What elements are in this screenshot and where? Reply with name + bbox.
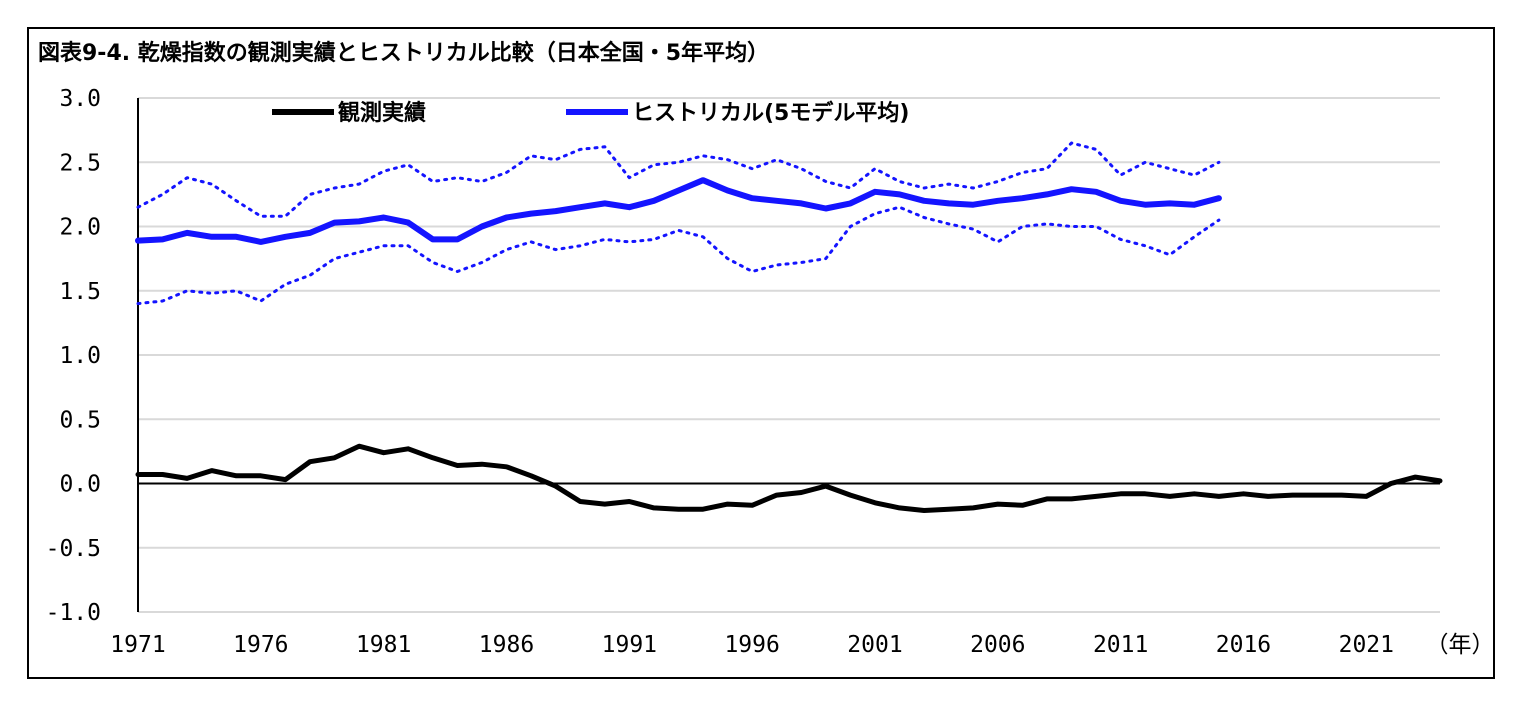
x-tick-label: 2006 bbox=[970, 632, 1025, 658]
x-tick-label: 2021 bbox=[1339, 632, 1394, 658]
series-line-observed bbox=[135, 443, 1443, 513]
y-tick-label: 3.0 bbox=[59, 86, 101, 112]
x-tick-label: 1996 bbox=[724, 632, 779, 658]
series-lines bbox=[135, 141, 1443, 513]
x-tick-label: 2016 bbox=[1216, 632, 1271, 658]
series-line-historical bbox=[135, 177, 1222, 245]
x-tick-label: 1991 bbox=[602, 632, 657, 658]
x-tick-label: 1981 bbox=[356, 632, 411, 658]
axes bbox=[137, 98, 1440, 612]
legend: 観測実績 ヒストリカル(5モデル平均) bbox=[272, 100, 909, 126]
legend-label: ヒストリカル(5モデル平均) bbox=[632, 100, 909, 126]
series-line-historical-range bbox=[136, 141, 1221, 218]
x-tick-label: 1971 bbox=[110, 632, 165, 658]
y-tick-label: 2.5 bbox=[59, 150, 101, 176]
y-tick-label: 1.0 bbox=[59, 343, 101, 369]
y-tick-label: 2.0 bbox=[59, 215, 101, 241]
series-line-historical-range bbox=[136, 205, 1221, 306]
chart-title: 図表9-4. 乾燥指数の観測実績とヒストリカル比較（日本全国・5年平均） bbox=[38, 41, 770, 66]
legend-label: 観測実績 bbox=[338, 100, 426, 126]
y-tick-label: 0.5 bbox=[59, 407, 101, 433]
y-tick-label: -0.5 bbox=[46, 536, 101, 562]
y-tick-label: 0.0 bbox=[59, 472, 101, 498]
grid-lines bbox=[138, 97, 1440, 613]
chart-frame bbox=[27, 27, 1495, 679]
x-tick-label: 1986 bbox=[479, 632, 534, 658]
y-tick-label: -1.0 bbox=[46, 600, 101, 626]
tick-labels: 3.0 2.5 2.0 1.5 1.0 0.5 0.0 -0.5 -1.0 1971 1976 198… bbox=[46, 86, 1495, 658]
x-axis-label: （年） bbox=[1426, 632, 1495, 658]
y-tick-label: 1.5 bbox=[59, 279, 101, 305]
x-tick-label: 2001 bbox=[847, 632, 902, 658]
x-tick-label: 1976 bbox=[233, 632, 288, 658]
x-tick-label: 2011 bbox=[1093, 632, 1148, 658]
